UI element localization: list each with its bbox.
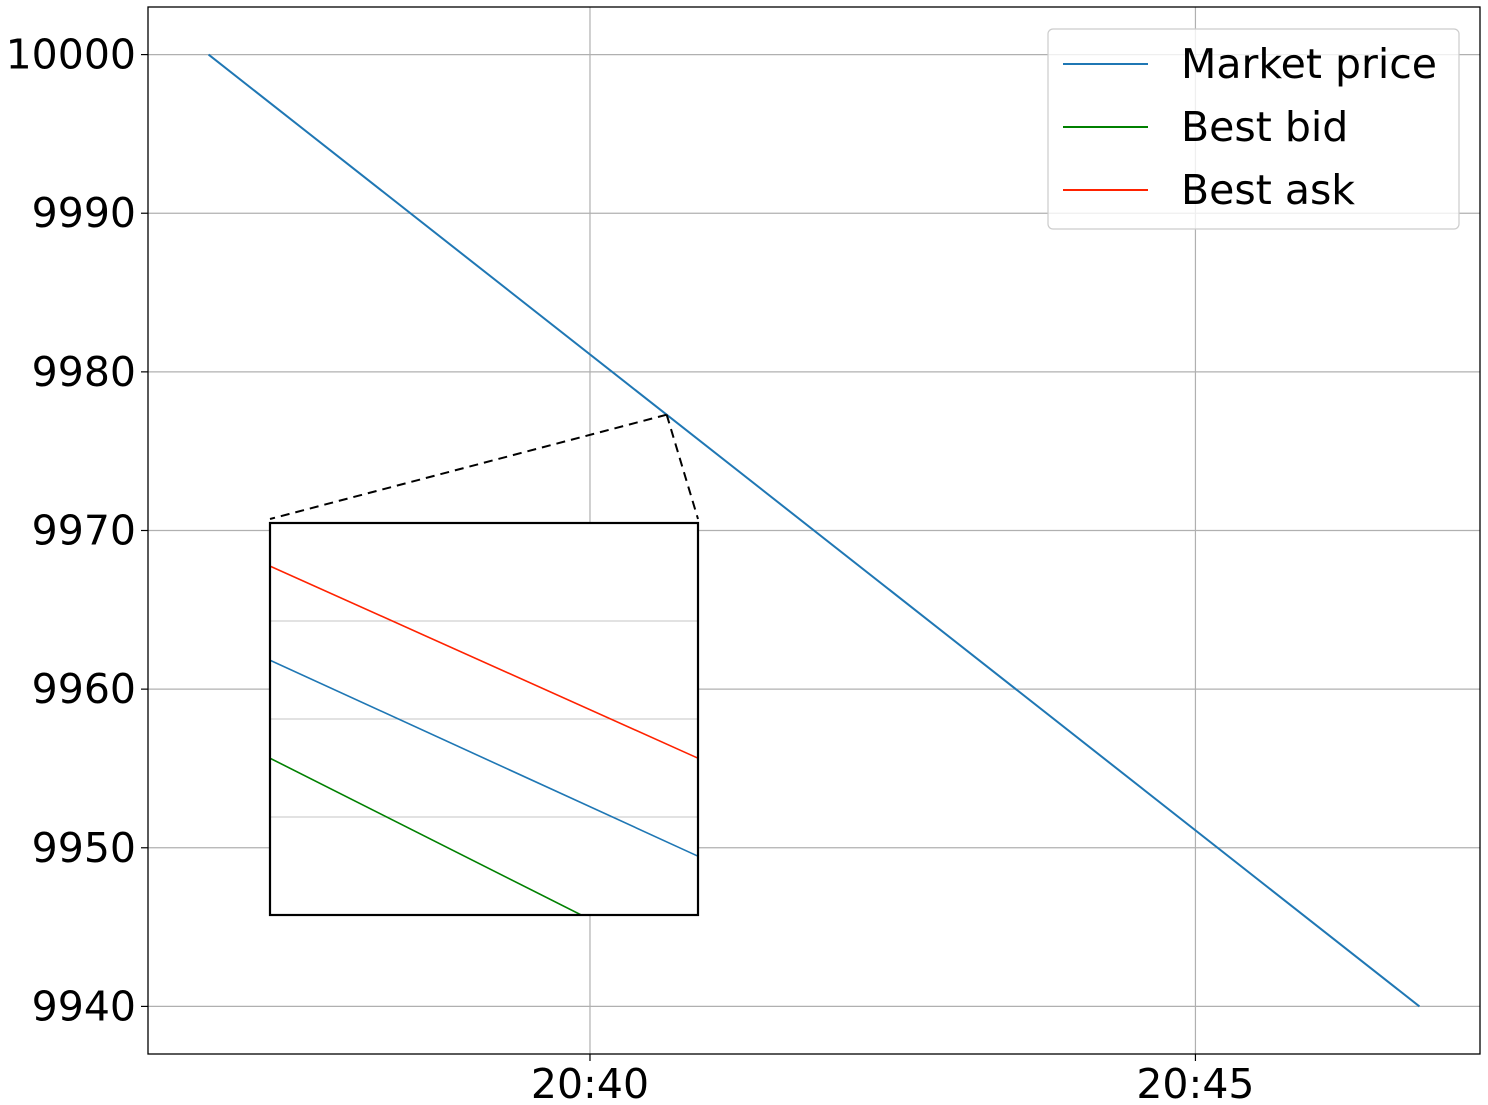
y-tick-label: 9940 [32, 982, 136, 1030]
y-tick-label: 9950 [32, 824, 136, 872]
zoom-connector-left [269, 413, 667, 520]
inset-frame [268, 521, 700, 917]
inset-plot [270, 565, 698, 915]
x-axis-ticks: 20:40 20:45 [531, 1054, 1255, 1105]
inset-series-line [270, 659, 698, 857]
y-tick-label: 9960 [32, 665, 136, 713]
legend-label-best-ask: Best ask [1181, 166, 1355, 214]
x-tick-label: 20:40 [531, 1060, 649, 1105]
inset-zoom-box [268, 521, 700, 917]
inset-series-line [270, 757, 584, 915]
zoom-connector-right [665, 414, 699, 520]
series-line-market-price [207, 53, 1421, 1008]
series-lines [207, 53, 1421, 1008]
legend-label-market-price: Market price [1181, 40, 1437, 88]
y-tick-label: 9970 [32, 507, 136, 555]
inset-series-line [270, 565, 698, 759]
y-tick-label: 9990 [32, 189, 136, 237]
zoom-connector-lines [269, 413, 699, 520]
legend: Market price Best bid Best ask [1047, 28, 1460, 230]
y-axis-ticks: 9940 9950 9960 9970 9980 9990 10000 [6, 31, 148, 1030]
y-tick-label: 9980 [32, 348, 136, 396]
legend-box [1047, 28, 1460, 230]
x-tick-label: 20:45 [1136, 1060, 1254, 1105]
y-tick-label: 10000 [6, 31, 136, 79]
legend-label-best-bid: Best bid [1181, 103, 1348, 151]
